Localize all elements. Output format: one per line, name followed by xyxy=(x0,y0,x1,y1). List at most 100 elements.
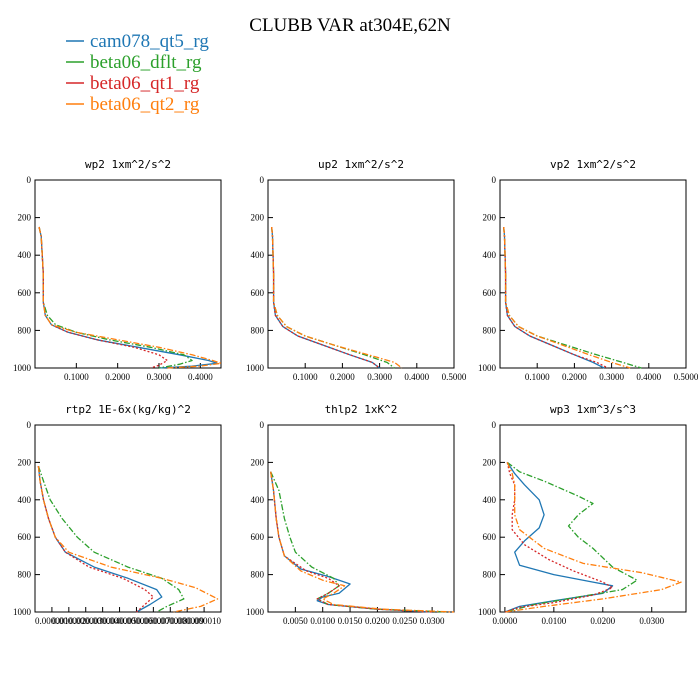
y-tick-label: 0 xyxy=(27,175,32,185)
x-tick-label: 0.3000 xyxy=(147,372,172,382)
series-line xyxy=(504,462,614,613)
panel-title: wp2 1xm^2/s^2 xyxy=(85,158,171,171)
series-line xyxy=(37,466,219,613)
x-tick-label: 0.000010 xyxy=(187,616,221,626)
series-line xyxy=(271,226,380,369)
y-tick-label: 400 xyxy=(483,250,497,260)
y-tick-label: 1000 xyxy=(246,607,265,617)
panel-title: thlp2 1xK^2 xyxy=(325,403,398,416)
x-tick-label: 0.0200 xyxy=(590,616,615,626)
chart-panel: rtp2 1E-6x(kg/kg)^2020040060080010000.00… xyxy=(13,403,222,626)
series-line xyxy=(503,226,605,369)
x-tick-label: 0.0250 xyxy=(392,616,417,626)
y-tick-label: 0 xyxy=(260,420,265,430)
legend-label: beta06_dflt_rg xyxy=(90,52,202,73)
plot-frame xyxy=(267,179,455,369)
series-line xyxy=(38,226,218,369)
plot-frame xyxy=(267,424,455,613)
x-tick-label: 0.0300 xyxy=(639,616,664,626)
x-tick-label: 0.000009 xyxy=(170,616,204,626)
panel-title: rtp2 1E-6x(kg/kg)^2 xyxy=(65,403,191,416)
x-tick-label: 0.1000 xyxy=(64,372,89,382)
y-tick-label: 400 xyxy=(18,495,32,505)
x-tick-label: 0.0200 xyxy=(365,616,390,626)
x-tick-label: 0.4000 xyxy=(188,372,213,382)
x-tick-label: 0.5000 xyxy=(674,372,699,382)
y-tick-label: 600 xyxy=(483,288,497,298)
x-tick-label: 0.000003 xyxy=(69,616,103,626)
legend-label: beta06_qt1_rg xyxy=(90,73,200,94)
y-tick-label: 600 xyxy=(251,288,265,298)
y-tick-label: 600 xyxy=(251,532,265,542)
series-line xyxy=(37,465,185,613)
y-tick-label: 1000 xyxy=(13,363,32,373)
x-tick-label: 0.0300 xyxy=(420,616,445,626)
legend: cam078_qt5_rgbeta06_dflt_rgbeta06_qt1_rg… xyxy=(66,31,209,115)
y-tick-label: 400 xyxy=(251,495,265,505)
x-tick-label: 0.0150 xyxy=(338,616,363,626)
series-line xyxy=(271,226,395,369)
panel-title: wp3 1xm^3/s^3 xyxy=(550,403,636,416)
x-tick-label: 0.000005 xyxy=(103,616,137,626)
y-tick-label: 200 xyxy=(18,457,32,467)
x-tick-label: 0.4000 xyxy=(404,372,429,382)
series-line xyxy=(270,471,433,613)
y-tick-label: 800 xyxy=(251,570,265,580)
x-tick-label: 0.000006 xyxy=(120,616,154,626)
y-tick-label: 400 xyxy=(251,250,265,260)
plot-frame xyxy=(499,179,687,369)
plot-frame xyxy=(499,424,687,613)
y-tick-label: 0 xyxy=(27,420,32,430)
panel-title: vp2 1xm^2/s^2 xyxy=(550,158,636,171)
x-tick-label: 0.4000 xyxy=(636,372,661,382)
y-tick-label: 200 xyxy=(18,213,32,223)
y-tick-label: 0 xyxy=(492,420,497,430)
chart-panel: vp2 1xm^2/s^2 0 200 400 600 800 1000 0.1000 0.20… xyxy=(478,158,699,382)
series-line xyxy=(504,462,682,613)
y-tick-label: 400 xyxy=(483,495,497,505)
x-tick-label: 0.1000 xyxy=(525,372,550,382)
legend-label: beta06_qt2_rg xyxy=(90,94,200,115)
y-tick-label: 800 xyxy=(251,325,265,335)
chart-panel: up2 1xm^2/s^2 0 200 400 600 800 1000 0.1000 0.20… xyxy=(246,158,467,382)
y-tick-label: 600 xyxy=(18,532,32,542)
y-tick-label: 1000 xyxy=(246,363,265,373)
legend-entry: beta06_dflt_rg xyxy=(66,52,202,73)
panel-title: up2 1xm^2/s^2 xyxy=(318,158,404,171)
x-tick-label: 0.0100 xyxy=(310,616,335,626)
series-line xyxy=(38,226,193,369)
x-tick-label: 0.2000 xyxy=(562,372,587,382)
series-line xyxy=(270,471,455,613)
legend-entry: cam078_qt5_rg xyxy=(66,31,209,52)
series-line xyxy=(271,226,380,369)
legend-entry: beta06_qt1_rg xyxy=(66,73,200,94)
y-tick-label: 800 xyxy=(18,570,32,580)
series-line xyxy=(503,226,631,369)
chart-panel: thlp2 1xK^2 0 200 400 600 800 1000 0.0050 0.0100… xyxy=(246,403,455,626)
series-line xyxy=(38,226,222,369)
y-tick-label: 400 xyxy=(18,250,32,260)
y-tick-label: 1000 xyxy=(478,363,497,373)
x-tick-label: 0.0000 xyxy=(493,616,518,626)
plot-frame xyxy=(34,179,222,369)
x-tick-label: 0.1000 xyxy=(293,372,318,382)
series-line xyxy=(37,466,163,613)
x-tick-label: 0.000004 xyxy=(86,616,120,626)
y-tick-label: 800 xyxy=(483,570,497,580)
y-tick-label: 200 xyxy=(483,213,497,223)
x-tick-label: 0.5000 xyxy=(442,372,467,382)
x-tick-label: 0.0100 xyxy=(541,616,566,626)
x-tick-label: 0.000002 xyxy=(52,616,86,626)
panels: wp2 1xm^2/s^2 0 200 400 600 800 1000 0.1000 0.20… xyxy=(13,158,699,626)
y-tick-label: 0 xyxy=(492,175,497,185)
y-tick-label: 600 xyxy=(18,288,32,298)
x-tick-label: 0.3000 xyxy=(367,372,392,382)
x-tick-label: 0.0050 xyxy=(283,616,308,626)
series-line xyxy=(271,226,403,369)
legend-label: cam078_qt5_rg xyxy=(90,31,209,52)
series-line xyxy=(504,462,614,613)
x-tick-label: 0.000008 xyxy=(153,616,187,626)
x-tick-label: 0.000001 xyxy=(35,616,69,626)
y-tick-label: 200 xyxy=(251,213,265,223)
series-line xyxy=(270,471,433,613)
